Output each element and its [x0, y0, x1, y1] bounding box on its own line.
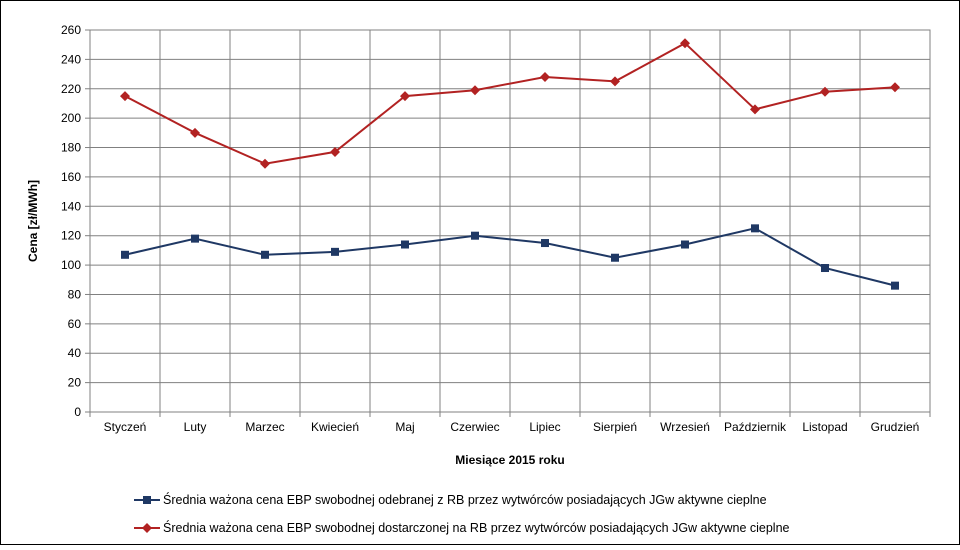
x-axis-title: Miesiące 2015 roku	[455, 453, 564, 467]
data-point	[680, 38, 690, 49]
y-tick-label: 200	[61, 111, 81, 125]
y-tick-label: 140	[61, 199, 81, 213]
x-tick-label: Listopad	[802, 420, 847, 434]
data-point	[261, 250, 269, 259]
y-axis-title: Cena [zł/MWh]	[26, 180, 40, 262]
y-tick-label: 260	[61, 23, 81, 37]
x-tick-label: Luty	[184, 420, 207, 434]
data-point	[471, 231, 479, 240]
x-tick-label: Maj	[395, 420, 414, 434]
data-point	[470, 85, 480, 96]
legend-item-2: Średnia ważona cena EBP swobodnej dostar…	[134, 520, 790, 535]
legend: Średnia ważona cena EBP swobodnej odebra…	[134, 492, 790, 535]
data-point	[820, 86, 830, 97]
grid	[85, 29, 931, 417]
legend-item-1: Średnia ważona cena EBP swobodnej odebra…	[134, 492, 767, 507]
x-tick-label: Październik	[724, 420, 787, 434]
y-tick-label: 220	[61, 82, 81, 96]
data-point	[401, 240, 409, 249]
y-tick-label: 40	[68, 346, 82, 360]
data-point	[891, 281, 899, 290]
x-tick-label: Czerwiec	[450, 420, 499, 434]
data-point	[541, 239, 549, 248]
y-tick-label: 0	[74, 405, 81, 419]
x-tick-label: Marzec	[245, 420, 284, 434]
data-point	[331, 247, 339, 256]
y-tick-label: 100	[61, 258, 81, 272]
x-tick-label: Kwiecień	[311, 420, 359, 434]
y-tick-label: 20	[68, 376, 82, 390]
x-tick-label: Lipiec	[529, 420, 560, 434]
series-1	[121, 224, 899, 290]
y-tick-label: 80	[68, 287, 82, 301]
data-point	[191, 234, 199, 243]
legend-swatch-marker-2	[142, 523, 152, 533]
data-point	[750, 104, 760, 115]
data-point	[890, 82, 900, 93]
data-point	[400, 91, 410, 102]
x-tick-label: Sierpień	[593, 420, 637, 434]
y-tick-label: 240	[61, 52, 81, 66]
data-point	[190, 127, 200, 138]
series-group	[120, 38, 900, 290]
x-tick-label: Grudzień	[871, 420, 920, 434]
y-tick-labels: 0 20 40 60 80 100 120 140 160 180 200 220 240 260	[61, 23, 81, 419]
legend-label-1: Średnia ważona cena EBP swobodnej odebra…	[163, 492, 767, 507]
x-tick-labels: Styczeń Luty Marzec Kwiecień Maj Czerwiec Lipi…	[104, 420, 920, 434]
series-line-2	[124, 41, 896, 165]
x-tick-label: Wrzesień	[660, 420, 710, 434]
legend-label-2: Średnia ważona cena EBP swobodnej dostar…	[163, 520, 790, 535]
data-point	[330, 146, 340, 157]
data-point	[751, 224, 759, 233]
series-line-1	[124, 227, 896, 287]
data-point	[821, 264, 829, 273]
data-point	[260, 158, 270, 169]
data-point	[610, 76, 620, 87]
data-point	[540, 72, 550, 83]
series-2	[120, 38, 900, 169]
plot-area	[89, 29, 931, 413]
data-point	[611, 253, 619, 262]
data-point	[681, 240, 689, 249]
x-tick-label: Styczeń	[104, 420, 147, 434]
y-tick-label: 180	[61, 141, 81, 155]
y-tick-label: 120	[61, 229, 81, 243]
legend-swatch-marker-1	[143, 496, 151, 504]
data-point	[121, 250, 129, 259]
y-tick-label: 160	[61, 170, 81, 184]
y-tick-label: 60	[68, 317, 82, 331]
data-point	[120, 91, 130, 102]
